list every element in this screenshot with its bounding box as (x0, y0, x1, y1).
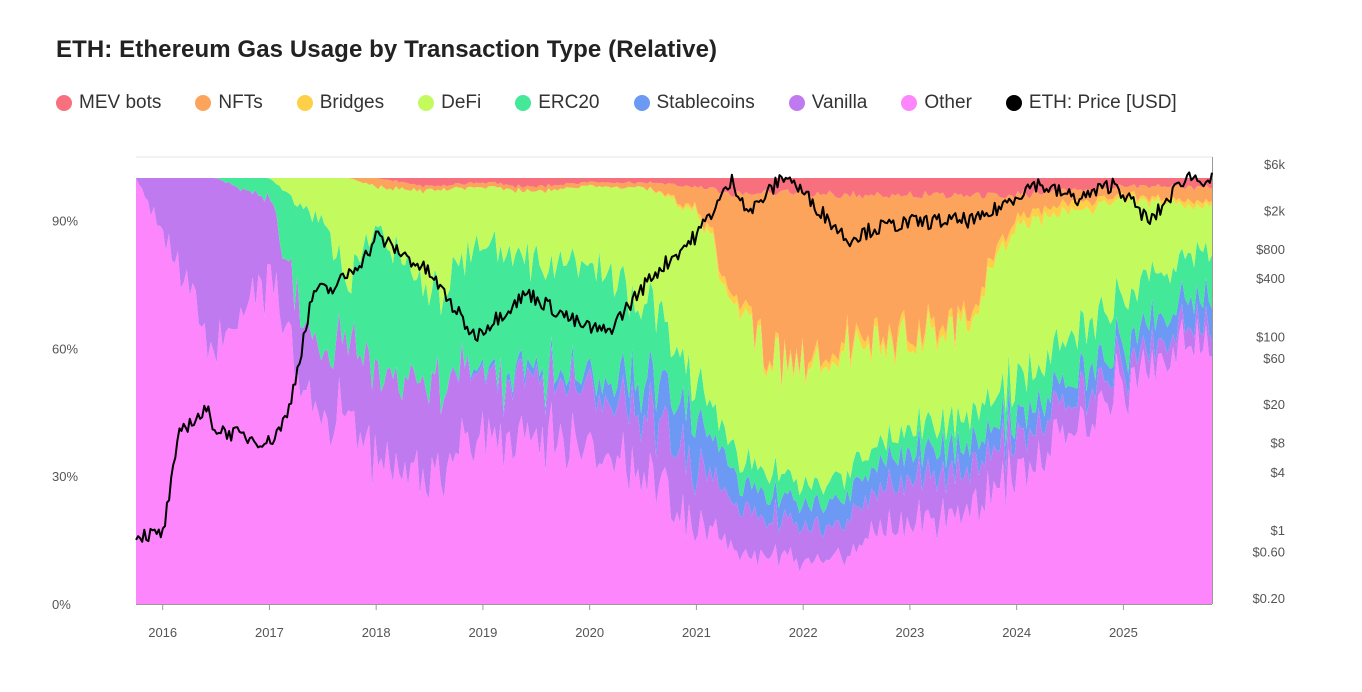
legend-item[interactable]: Bridges (296, 92, 385, 114)
price-line (135, 171, 1213, 543)
legend-label: MEV bots (79, 92, 162, 113)
legend-dot-icon (56, 95, 72, 111)
area-other (136, 178, 1212, 604)
legend-item[interactable]: Stablecoins (633, 92, 755, 114)
y-right-tick-label: $0.60 (1252, 545, 1285, 560)
legend-label: ERC20 (538, 92, 600, 113)
area-nfts (136, 178, 1212, 387)
area-erc20 (136, 178, 1212, 514)
x-tick-label: 2024 (1002, 625, 1031, 640)
legend-item[interactable]: NFTs (195, 92, 263, 114)
y-left-tick-label: 30% (52, 469, 78, 484)
y-left-tick-label: 0% (52, 597, 71, 612)
legend-dot-icon (1005, 95, 1022, 111)
legend-dot-icon (195, 95, 212, 111)
x-tick-label: 2021 (682, 625, 711, 640)
y-left-tick-label: 90% (52, 214, 78, 229)
y-right-tick-label: $4 (1271, 465, 1285, 480)
legend-label: Bridges (319, 92, 385, 113)
legend-label: Other (924, 92, 972, 113)
x-tick-label: 2018 (362, 625, 391, 640)
x-tick-label: 2020 (575, 625, 604, 640)
chart-legend: MEV bots NFTs Bridges DeFi ERC20 Stablecoins V… (56, 92, 1211, 114)
area-defi (136, 178, 1212, 496)
y-right-tick-label: $100 (1256, 329, 1285, 344)
plot-frame (136, 156, 1213, 605)
left-axis: 90% 60% 30% 0% (52, 214, 78, 612)
y-right-tick-label: $6k (1264, 157, 1285, 172)
area-stablecoins (136, 178, 1212, 538)
area-mev-bots (136, 178, 1212, 199)
area-bridges (136, 178, 1212, 392)
x-tick-label: 2019 (468, 625, 497, 640)
legend-label: Vanilla (811, 92, 868, 113)
legend-dot-icon (788, 95, 805, 111)
right-axis: $6k $2k $800 $400 $100 $60 $20 $8 $4 $1 $0.60 $0.20 (1252, 157, 1285, 606)
x-tick-label: 2023 (895, 625, 924, 640)
x-tick-label: 2025 (1109, 625, 1138, 640)
y-right-tick-label: $60 (1263, 351, 1285, 366)
legend-dot-icon (296, 95, 313, 111)
legend-item[interactable]: Vanilla (788, 92, 868, 114)
legend-dot-icon (515, 95, 532, 111)
y-right-tick-label: $800 (1256, 242, 1285, 257)
y-right-tick-label: $2k (1264, 203, 1285, 218)
legend-label: DeFi (441, 92, 482, 113)
x-axis: 2016 2017 2018 2019 2020 2021 2022 2023 2024 2025 (148, 604, 1138, 640)
legend-label: ETH: Price [USD] (1028, 92, 1177, 113)
y-right-tick-label: $8 (1271, 436, 1285, 451)
y-right-tick-label: $20 (1263, 397, 1285, 412)
eth-price-line (135, 171, 1213, 543)
legend-item[interactable]: DeFi (418, 92, 481, 114)
chart-title: ETH: Ethereum Gas Usage by Transaction T… (56, 36, 718, 63)
x-tick-label: 2022 (789, 625, 818, 640)
y-right-tick-label: $1 (1271, 523, 1285, 538)
y-right-tick-label: $0.20 (1252, 591, 1285, 606)
legend-label: NFTs (218, 92, 263, 113)
legend-item[interactable]: Other (901, 92, 972, 114)
legend-dot-icon (901, 95, 918, 111)
stacked-areas (136, 178, 1212, 604)
legend-dot-icon (633, 95, 650, 111)
legend-item[interactable]: ERC20 (515, 92, 600, 114)
legend-dot-icon (418, 95, 435, 111)
legend-label: Stablecoins (656, 92, 755, 113)
legend-item[interactable]: MEV bots (56, 92, 161, 114)
y-left-tick-label: 60% (52, 341, 78, 356)
legend-item[interactable]: ETH: Price [USD] (1005, 92, 1177, 114)
x-tick-label: 2016 (148, 625, 177, 640)
area-vanilla (136, 178, 1212, 572)
y-right-tick-label: $400 (1256, 271, 1285, 286)
x-tick-label: 2017 (255, 625, 284, 640)
